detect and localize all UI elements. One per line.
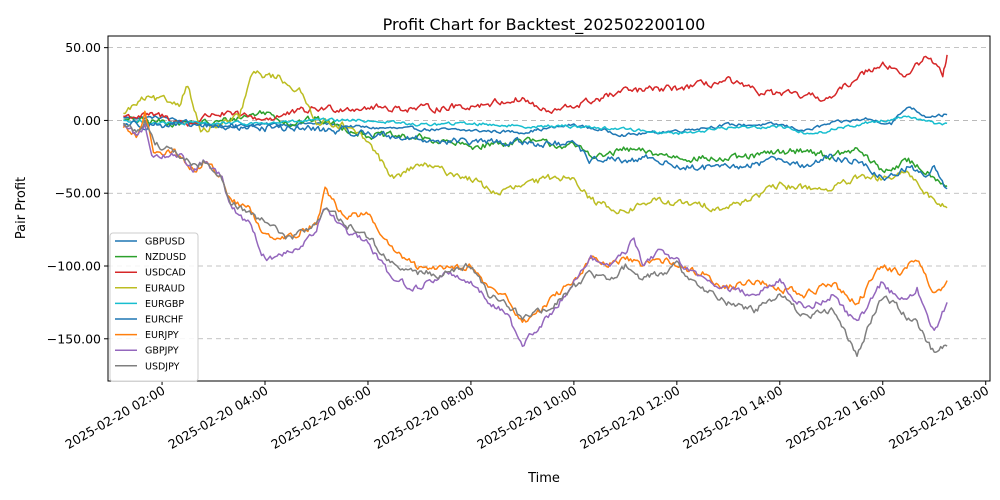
series-line-usdcad	[123, 54, 948, 127]
legend-box	[109, 232, 199, 382]
plot-frame	[107, 35, 991, 382]
legend-label: GBPUSD	[145, 237, 185, 248]
legend-label: USDCAD	[145, 268, 186, 279]
y-axis-label: Pair Profit	[14, 177, 29, 239]
series-line-eurchf	[123, 118, 948, 190]
series-line-usdjpy	[122, 119, 948, 358]
y-axis: 50.00 0.00 −50.00 −100.00 −150.00	[47, 40, 108, 346]
legend: GBPUSD NZDUSD USDCAD EURAUD EURGBP EURCHF EURJ…	[109, 232, 199, 382]
legend-label: EURGBP	[145, 299, 184, 310]
chart-title: Profit Chart for Backtest_202502200100	[383, 15, 706, 35]
legend-label: NZDUSD	[145, 252, 186, 263]
series-line-gbpusd	[123, 106, 948, 138]
y-tick-label: −150.00	[47, 331, 101, 346]
series-line-eurgbp	[123, 115, 948, 136]
series-lines	[122, 54, 948, 358]
legend-label: EURJPY	[145, 330, 179, 341]
series-line-euraud	[123, 70, 948, 215]
y-tick-label: 0.00	[73, 113, 101, 128]
grid-lines	[108, 47, 990, 340]
series-line-gbpjpy	[122, 123, 948, 348]
y-tick-label: −100.00	[47, 259, 101, 274]
y-tick-label: −50.00	[55, 186, 101, 201]
series-line-nzdusd	[123, 110, 948, 188]
legend-label: EURCHF	[145, 315, 183, 326]
legend-label: GBPJPY	[145, 346, 179, 357]
series-line-eurjpy	[122, 110, 948, 323]
x-axis-label: Time	[527, 471, 560, 486]
legend-label: USDJPY	[145, 361, 180, 372]
y-tick-label: 50.00	[65, 40, 101, 55]
legend-label: EURAUD	[145, 283, 185, 294]
